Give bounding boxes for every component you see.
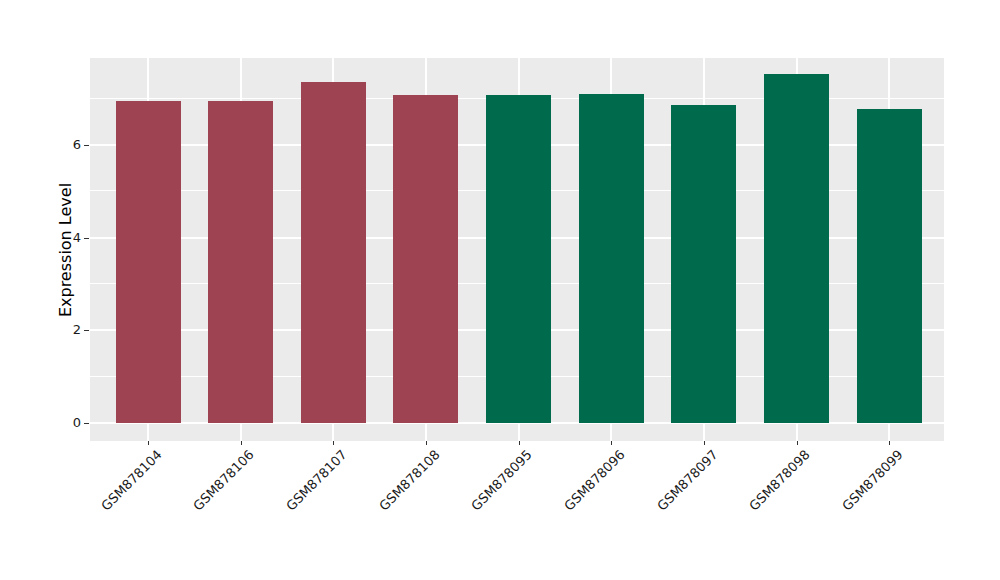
plot-panel xyxy=(90,58,944,441)
bar-GSM878095 xyxy=(486,95,551,423)
bar-GSM878104 xyxy=(116,101,181,423)
bar-GSM878108 xyxy=(393,95,458,423)
y-tick-mark xyxy=(84,330,89,331)
x-tick-mark xyxy=(519,441,520,445)
y-tick-mark xyxy=(84,238,89,239)
bar-GSM878106 xyxy=(208,101,273,423)
y-tick-mark xyxy=(84,423,89,424)
x-tick-mark xyxy=(704,441,705,445)
x-label-GSM878104: GSM878104 xyxy=(98,447,165,514)
x-label-GSM878099: GSM878099 xyxy=(839,447,906,514)
x-tick-mark xyxy=(333,441,334,445)
x-label-GSM878096: GSM878096 xyxy=(561,447,628,514)
x-label-GSM878095: GSM878095 xyxy=(469,447,536,514)
x-label-GSM878106: GSM878106 xyxy=(191,447,258,514)
x-tick-mark xyxy=(426,441,427,445)
x-tick-mark xyxy=(241,441,242,445)
x-label-GSM878108: GSM878108 xyxy=(376,447,443,514)
bar-GSM878096 xyxy=(579,94,644,423)
y-axis-title: Expression Level xyxy=(56,183,75,317)
x-tick-mark xyxy=(148,441,149,445)
x-label-GSM878098: GSM878098 xyxy=(747,447,814,514)
x-tick-mark xyxy=(611,441,612,445)
bar-GSM878098 xyxy=(764,74,829,423)
y-tick-label: 4 xyxy=(45,230,81,246)
y-tick-label: 2 xyxy=(45,322,81,338)
bar-GSM878107 xyxy=(301,82,366,423)
y-tick-label: 6 xyxy=(45,137,81,153)
bar-GSM878097 xyxy=(671,105,736,423)
bar-GSM878099 xyxy=(857,109,922,423)
y-tick-mark xyxy=(84,145,89,146)
y-tick-label: 0 xyxy=(45,415,81,431)
x-label-GSM878107: GSM878107 xyxy=(283,447,350,514)
x-tick-mark xyxy=(889,441,890,445)
bar-chart-figure: Expression Level 0 2 4 6 GSM878104 GSM878106 G… xyxy=(0,0,1000,580)
x-tick-mark xyxy=(797,441,798,445)
x-label-GSM878097: GSM878097 xyxy=(654,447,721,514)
